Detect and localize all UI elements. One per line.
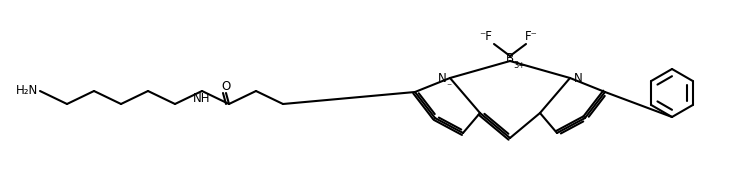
- Text: ⁻F: ⁻F: [480, 30, 493, 43]
- Text: N: N: [438, 73, 447, 85]
- Text: B: B: [506, 52, 514, 66]
- Text: 3+: 3+: [513, 60, 525, 70]
- Text: O: O: [221, 81, 231, 94]
- Text: NH: NH: [193, 92, 211, 106]
- Text: F⁻: F⁻: [525, 30, 538, 43]
- Text: ⁻: ⁻: [447, 82, 451, 92]
- Text: N: N: [574, 73, 582, 85]
- Text: H₂N: H₂N: [16, 85, 38, 98]
